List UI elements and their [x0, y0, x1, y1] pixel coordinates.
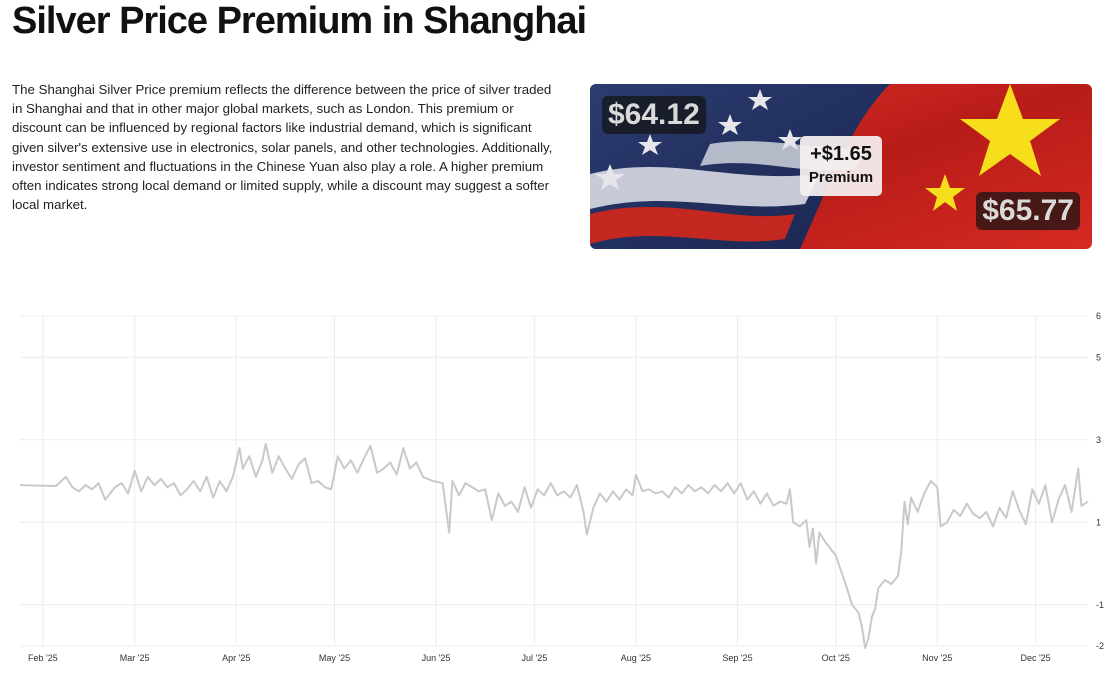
y-tick-label: -2: [1096, 641, 1104, 651]
premium-value: +$1.65: [810, 143, 872, 165]
series-line: [19, 442, 1089, 650]
x-tick-label: Aug '25: [621, 653, 651, 663]
flag-banner-image: $64.12 +$1.65 Premium $65.77: [590, 84, 1092, 249]
x-tick-label: Apr '25: [222, 653, 250, 663]
premium-box: +$1.65 Premium: [800, 136, 882, 196]
intro-paragraph: The Shanghai Silver Price premium reflec…: [12, 82, 553, 213]
page-title: Silver Price Premium in Shanghai: [12, 0, 587, 42]
y-tick-label: 1: [1096, 517, 1101, 527]
premium-label: Premium: [808, 169, 874, 186]
premium-chart-svg: -2 -1 1 3 5 6 Feb '25 Mar '25 Apr '25 May '25 Jun …: [19, 311, 1104, 663]
x-tick-label: Jun '25: [422, 653, 451, 663]
x-tick-label: Nov '25: [922, 653, 952, 663]
y-tick-label: 3: [1096, 435, 1101, 445]
y-tick-label: 6: [1096, 311, 1101, 321]
premium-chart: -2 -1 1 3 5 6 Feb '25 Mar '25 Apr '25 May '25 Jun …: [0, 300, 1120, 678]
x-tick-label: Feb '25: [28, 653, 58, 663]
x-tick-label: Mar '25: [120, 653, 150, 663]
y-tick-label: 5: [1096, 352, 1101, 362]
y-tick-label: -1: [1096, 600, 1104, 610]
x-tick-label: Sep '25: [722, 653, 752, 663]
london-price-badge: $64.12: [602, 96, 706, 134]
x-tick-label: May '25: [319, 653, 350, 663]
x-tick-label: Dec '25: [1020, 653, 1050, 663]
shanghai-price-badge: $65.77: [976, 192, 1080, 230]
x-tick-label: Jul '25: [521, 653, 547, 663]
x-tick-label: Oct '25: [822, 653, 850, 663]
flag-background: [590, 84, 1092, 249]
